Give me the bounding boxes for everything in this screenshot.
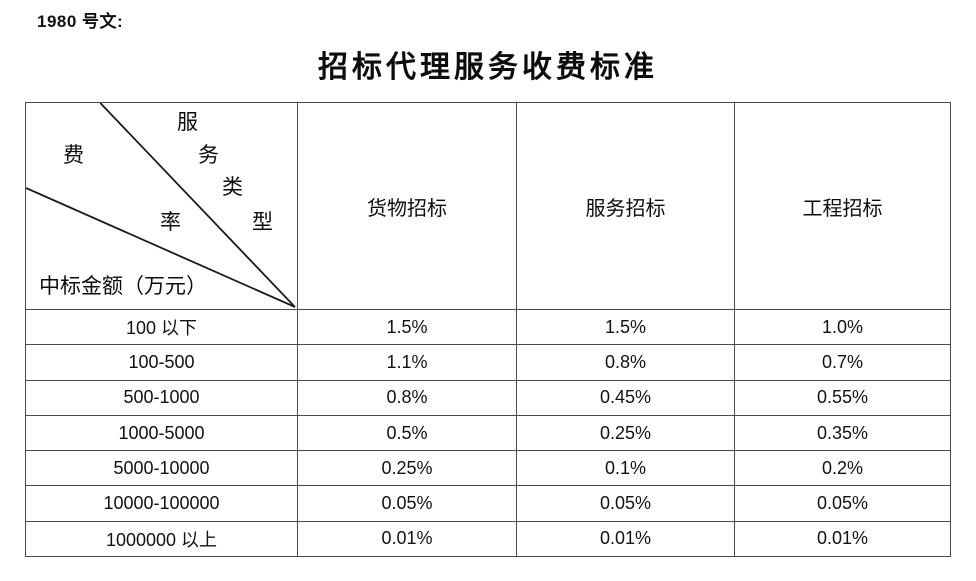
rate-cell-services: 0.1% bbox=[516, 450, 735, 487]
amount-range-cell: 10000-100000 bbox=[25, 485, 298, 522]
table-row: 1000-5000 0.5% 0.25% 0.35% bbox=[25, 414, 951, 452]
service-type-char-1: 服 bbox=[177, 110, 198, 134]
fee-table-body: 100 以下 1.5% 1.5% 1.0% 100-500 1.1% 0.8% … bbox=[25, 308, 951, 558]
rate-cell-engineering: 1.0% bbox=[734, 308, 951, 346]
header-row: 服 务 类 型 费 率 中标金额（万元） 货物招标 服务招标 工程招标 bbox=[25, 102, 951, 310]
rate-cell-engineering: 0.55% bbox=[734, 379, 951, 416]
amount-range-cell: 100 以下 bbox=[25, 308, 298, 346]
amount-range-cell: 5000-10000 bbox=[25, 450, 298, 487]
rate-cell-services: 0.05% bbox=[516, 485, 735, 522]
rate-cell-goods: 0.25% bbox=[297, 450, 517, 487]
table-row: 500-1000 0.8% 0.45% 0.55% bbox=[25, 379, 951, 416]
rate-cell-goods: 1.5% bbox=[297, 308, 517, 346]
table-row: 10000-100000 0.05% 0.05% 0.05% bbox=[25, 485, 951, 522]
amount-range-cell: 100-500 bbox=[25, 344, 298, 381]
rate-cell-services: 0.01% bbox=[516, 520, 735, 558]
service-type-char-3: 类 bbox=[222, 175, 243, 199]
doc-number-label: 1980 号文: bbox=[37, 12, 124, 31]
amount-range-cell: 500-1000 bbox=[25, 379, 298, 416]
rate-cell-goods: 1.1% bbox=[297, 344, 517, 381]
rate-cell-engineering: 0.01% bbox=[734, 520, 951, 558]
column-header-goods: 货物招标 bbox=[297, 102, 517, 310]
rate-cell-goods: 0.01% bbox=[297, 520, 517, 558]
service-type-char-4: 型 bbox=[252, 210, 273, 234]
page-title: 招标代理服务收费标准 bbox=[318, 50, 658, 85]
column-header-services: 服务招标 bbox=[516, 102, 735, 310]
rate-cell-engineering: 0.7% bbox=[734, 344, 951, 381]
table-row: 1000000 以上 0.01% 0.01% 0.01% bbox=[25, 520, 951, 558]
diagonal-divider-lines bbox=[26, 103, 296, 308]
table-row: 100 以下 1.5% 1.5% 1.0% bbox=[25, 308, 951, 346]
table-row: 5000-10000 0.25% 0.1% 0.2% bbox=[25, 450, 951, 487]
rate-cell-goods: 0.8% bbox=[297, 379, 517, 416]
rate-cell-services: 0.8% bbox=[516, 344, 735, 381]
rate-cell-services: 0.45% bbox=[516, 379, 735, 416]
rate-cell-services: 1.5% bbox=[516, 308, 735, 346]
fee-table: 服 务 类 型 费 率 中标金额（万元） 货物招标 服务招标 工程招标 100 … bbox=[25, 102, 951, 558]
rate-cell-goods: 0.5% bbox=[297, 414, 517, 452]
diagonal-header-cell: 服 务 类 型 费 率 中标金额（万元） bbox=[25, 102, 298, 310]
rate-cell-engineering: 0.35% bbox=[734, 414, 951, 452]
rate-cell-services: 0.25% bbox=[516, 414, 735, 452]
rate-char-2: 率 bbox=[160, 210, 181, 234]
column-header-engineering: 工程招标 bbox=[734, 102, 951, 310]
table-row: 100-500 1.1% 0.8% 0.7% bbox=[25, 344, 951, 381]
rate-cell-engineering: 0.05% bbox=[734, 485, 951, 522]
rate-cell-engineering: 0.2% bbox=[734, 450, 951, 487]
service-type-char-2: 务 bbox=[198, 143, 219, 167]
rate-char-1: 费 bbox=[63, 143, 84, 167]
rate-cell-goods: 0.05% bbox=[297, 485, 517, 522]
amount-range-cell: 1000000 以上 bbox=[25, 520, 298, 558]
amount-axis-label: 中标金额（万元） bbox=[39, 274, 207, 298]
amount-range-cell: 1000-5000 bbox=[25, 414, 298, 452]
